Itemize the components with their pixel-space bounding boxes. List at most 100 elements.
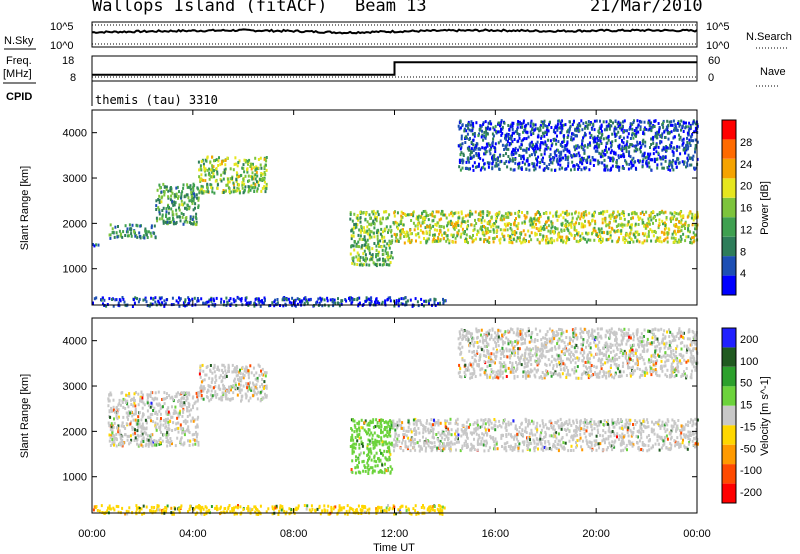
data-cell xyxy=(547,427,550,431)
data-cell xyxy=(470,123,473,127)
data-cell xyxy=(539,215,541,219)
data-cell xyxy=(331,298,334,301)
data-cell xyxy=(147,415,150,419)
data-cell xyxy=(362,211,365,214)
data-cell xyxy=(253,391,256,395)
data-cell xyxy=(373,235,376,239)
data-cell xyxy=(449,219,452,223)
data-cell xyxy=(357,240,360,244)
data-cell xyxy=(386,450,388,454)
data-cell xyxy=(366,461,369,465)
data-cell xyxy=(586,124,589,128)
data-cell xyxy=(474,147,477,151)
data-cell xyxy=(472,238,475,242)
data-cell xyxy=(588,168,591,172)
data-cell xyxy=(509,136,512,140)
data-cell xyxy=(366,225,369,229)
data-cell xyxy=(554,226,557,230)
data-cell xyxy=(251,175,254,179)
data-cell xyxy=(251,171,254,175)
data-cell xyxy=(516,128,519,131)
data-cell xyxy=(575,146,578,150)
data-cell xyxy=(536,140,539,144)
data-cell xyxy=(472,168,475,172)
data-cell xyxy=(616,165,619,169)
colorbar-segment xyxy=(722,158,736,179)
data-cell xyxy=(226,156,229,160)
data-cell xyxy=(562,240,565,244)
data-cell xyxy=(186,183,189,187)
data-cell xyxy=(652,210,655,214)
data-cell xyxy=(170,440,173,443)
data-cell xyxy=(556,148,559,152)
data-cell xyxy=(354,471,357,475)
data-cell xyxy=(620,223,622,227)
data-cell xyxy=(609,156,612,160)
data-cell xyxy=(356,251,359,255)
data-cell xyxy=(525,149,528,153)
data-cell xyxy=(461,161,464,165)
data-cell xyxy=(357,457,360,461)
data-cell xyxy=(388,213,391,217)
data-cell xyxy=(184,300,187,304)
data-cell xyxy=(113,441,116,445)
data-cell xyxy=(504,136,506,140)
data-cell xyxy=(261,372,263,376)
data-cell xyxy=(680,229,683,233)
data-cell xyxy=(358,429,361,433)
data-cell xyxy=(125,422,128,426)
data-cell xyxy=(216,183,219,187)
data-cell xyxy=(664,159,667,163)
data-cell xyxy=(631,164,634,168)
data-cell xyxy=(672,158,674,162)
data-cell xyxy=(386,442,389,446)
data-cell xyxy=(373,222,376,226)
data-cell xyxy=(691,133,694,137)
data-cell xyxy=(321,304,324,308)
data-cell xyxy=(650,218,653,222)
data-cell xyxy=(609,236,612,240)
data-cell xyxy=(364,469,367,473)
data-cell xyxy=(656,236,659,240)
data-cell xyxy=(119,232,122,236)
data-cell xyxy=(167,433,170,437)
data-cell xyxy=(532,220,535,224)
data-cell xyxy=(190,419,193,423)
data-cell xyxy=(417,218,420,222)
data-cell xyxy=(213,363,216,367)
data-cell xyxy=(440,217,443,221)
data-cell xyxy=(242,372,245,376)
data-cell xyxy=(545,211,548,215)
data-cell xyxy=(506,228,509,232)
data-cell xyxy=(493,236,496,240)
data-cell xyxy=(410,213,413,216)
data-cell xyxy=(673,127,676,130)
data-cell xyxy=(296,302,299,306)
data-cell xyxy=(242,376,245,380)
data-cell xyxy=(228,180,231,184)
data-cell xyxy=(212,386,215,390)
data-cell xyxy=(486,144,489,148)
data-cell xyxy=(488,222,491,226)
data-cell xyxy=(510,228,513,232)
data-cell xyxy=(669,168,672,172)
data-cell xyxy=(511,150,513,154)
data-cell xyxy=(388,255,391,259)
data-cell xyxy=(199,180,202,183)
data-cell xyxy=(196,407,199,411)
data-cell xyxy=(539,124,542,128)
data-cell xyxy=(656,238,659,242)
data-cell xyxy=(418,431,421,435)
data-cell xyxy=(599,125,602,129)
data-cell xyxy=(512,168,515,172)
data-cell xyxy=(211,170,214,174)
data-cell xyxy=(678,226,681,230)
data-cell xyxy=(166,440,169,444)
data-cell xyxy=(156,412,159,416)
data-cell xyxy=(184,217,187,220)
data-cell xyxy=(410,219,413,222)
data-cell xyxy=(518,154,521,157)
data-cell xyxy=(539,161,542,164)
data-cell xyxy=(244,185,247,189)
data-cell xyxy=(353,298,356,301)
